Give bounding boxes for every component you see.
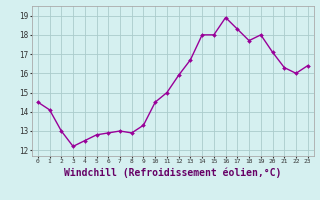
X-axis label: Windchill (Refroidissement éolien,°C): Windchill (Refroidissement éolien,°C) bbox=[64, 167, 282, 178]
